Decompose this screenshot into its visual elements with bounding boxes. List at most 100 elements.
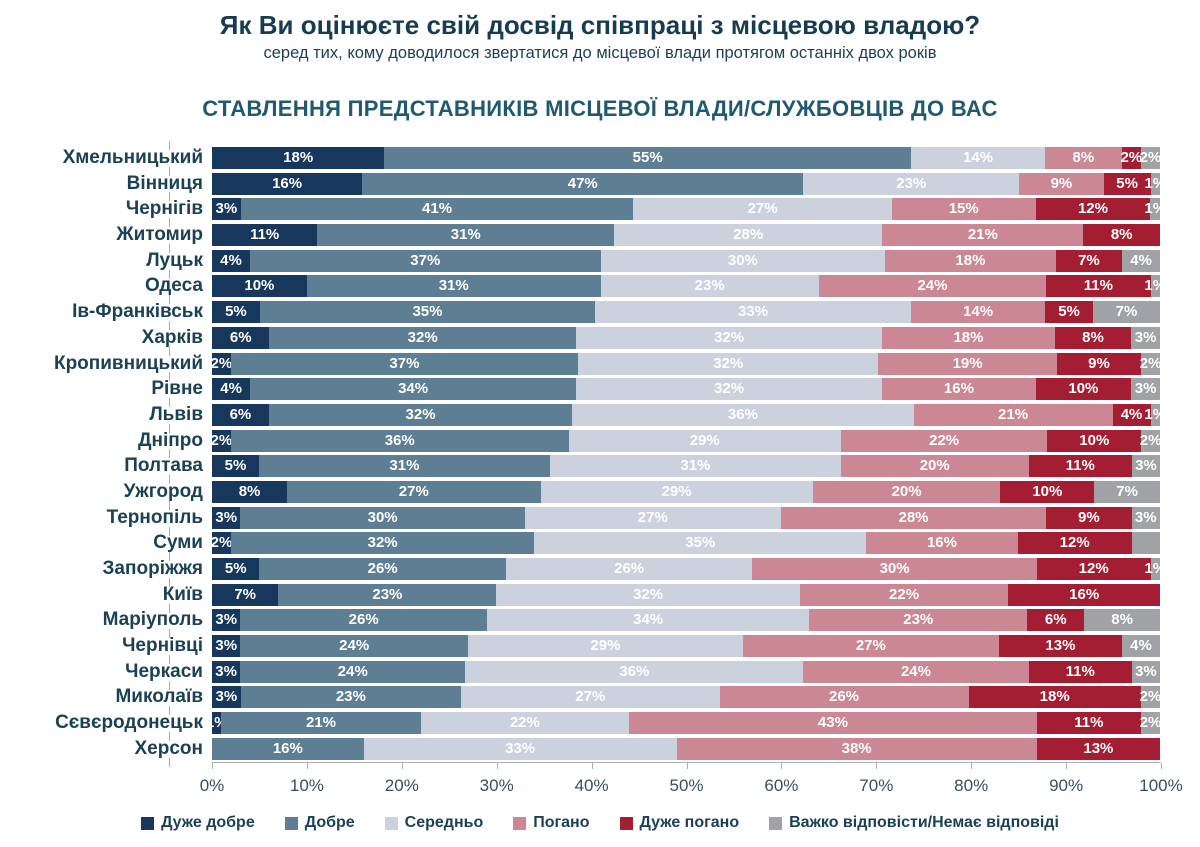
bar-segment-bad: 18% [885,249,1056,272]
category-axis-tick [169,166,170,176]
segment-value-label: 23% [903,611,934,629]
x-axis-tick-label: 50% [669,776,704,795]
chart-row: Рівне 4% 34% 32% 16% 10% 3% [12,378,1160,401]
segment-value-label: 3% [215,637,238,655]
chart-row: Чернівці 3% 24% 29% 27% 13% 4% [12,635,1160,658]
category-axis-tick [169,320,170,330]
page-title: Як Ви оцінюєте свій досвід співпраці з м… [219,10,981,40]
stacked-bar: 3% 41% 27% 15% 12% 1% [212,198,1166,221]
stacked-bar: 18% 55% 14% 8% 2% 2% [212,147,1161,169]
bar-segment-very-bad: 18% [968,686,1141,709]
legend-swatch-icon [619,816,633,830]
bar-segment-good: 31% [317,224,615,247]
segment-value-label: 4% [1130,251,1152,269]
bar-segment-no-answer: 7% [1092,301,1160,324]
segment-value-label: 3% [1134,380,1157,398]
segment-value-label: 32% [405,405,436,423]
category-label: Чернівці [122,635,203,657]
chart-row: Кропивницький 2% 37% 32% 19% 9% 2% [12,352,1162,375]
bar-segment-very-bad: 10% [1000,480,1095,503]
category-label: Запоріжжя [102,558,203,579]
bar-segment-very-bad: 10% [1047,429,1142,452]
segment-value-label: 23% [896,174,927,192]
bar-segment-average: 29% [540,480,813,503]
stacked-bar: 11% 31% 28% 21% 8% [212,224,1160,247]
segment-value-label: 37% [410,251,441,269]
category-axis-tick [169,680,170,690]
segment-value-label: 2% [1139,354,1162,372]
bar-segment-very-good: 3% [212,686,241,709]
bar-segment-good: 47% [362,172,804,195]
category-label: Полтава [124,455,203,477]
segment-value-label: 18% [953,328,984,346]
x-axis-tick [591,763,593,769]
segment-value-label: 1% [1144,560,1167,577]
bar-segment-very-good: 2% [211,352,232,375]
segment-value-label: 3% [1134,508,1157,526]
segment-value-label: 6% [229,405,252,423]
x-axis-tick [212,763,213,769]
x-axis-tick-label: 10% [289,776,324,795]
segment-value-label: 26% [829,688,860,706]
bar-segment-good: 32% [268,403,573,426]
segment-value-label: 4% [220,380,242,398]
legend-swatch-icon [384,816,398,830]
bar-segment-average: 27% [633,198,892,221]
x-axis-tick-label: 20% [384,776,419,795]
x-axis-tick [686,763,688,769]
legend: Дуже добре Добре Середньо Погано Дуже погано… [0,814,1200,832]
bar-segment-average: 31% [549,455,841,478]
segment-value-label: 41% [422,200,453,218]
segment-value-label: 31% [389,457,420,475]
bar-segment-very-bad: 16% [1008,583,1161,606]
segment-value-label: 26% [614,560,645,577]
bar-segment-very-bad: 11% [1028,660,1132,683]
bar-segment-very-bad: 13% [1036,737,1160,760]
legend-label: Середньо [404,814,484,831]
bar-segment-very-bad: 4% [1112,403,1151,426]
bar-segment-no-answer: 4% [1122,635,1160,658]
bar-segment-average: 23% [803,172,1020,195]
segment-value-label: 21% [306,714,337,732]
x-axis-tick [876,763,878,769]
chart-row: Тернопіль 3% 30% 27% 28% 9% 3% [12,506,1160,529]
segment-value-label: 24% [337,662,368,680]
bar-segment-good: 26% [259,558,506,580]
bar-segment-very-bad: 6% [1027,609,1085,632]
bar-segment-bad: 14% [911,301,1046,324]
segment-value-label: 18% [283,149,314,166]
stacked-bar: 8% 27% 29% 20% 10% 7% [212,480,1160,503]
bar-segment-very-good: 11% [212,224,318,247]
segment-value-label: 37% [389,354,420,372]
segment-value-label: 24% [339,637,370,655]
bar-segment-bad: 23% [809,609,1028,632]
segment-value-label: 14% [963,303,994,321]
segment-value-label: 27% [637,508,668,526]
segment-value-label: 22% [889,585,920,603]
segment-value-label: 3% [215,611,238,629]
category-label: Хмельницький [62,147,203,168]
x-axis-tick [781,763,783,769]
segment-value-label: 1% [1144,405,1167,423]
category-axis-tick [169,346,170,356]
legend-swatch-icon [513,816,527,830]
bar-segment-very-good: 3% [212,635,241,658]
segment-value-label: 33% [505,739,536,757]
category-axis-tick [169,269,170,279]
legend-item: Дуже добре [141,814,255,832]
bar-segment-very-good: 2% [211,532,232,555]
segment-value-label: 35% [685,534,716,552]
bar-segment-good: 23% [278,583,497,606]
bar-segment-bad: 24% [818,275,1047,298]
segment-value-label: 30% [367,508,398,526]
bar-segment-bad: 30% [752,558,1037,580]
segment-value-label: 16% [1069,585,1100,603]
bar-segment-very-good: 7% [212,583,279,606]
bar-segment-very-good: 6% [212,403,269,426]
stacked-bar: 2% 32% 35% 16% 12% [211,532,1160,555]
category-label: Чернігів [125,198,203,220]
category-label: Київ [162,583,203,605]
bar-segment-good: 31% [258,455,550,478]
bar-segment-no-answer: 2% [1139,352,1162,375]
category-axis-tick [169,757,170,767]
